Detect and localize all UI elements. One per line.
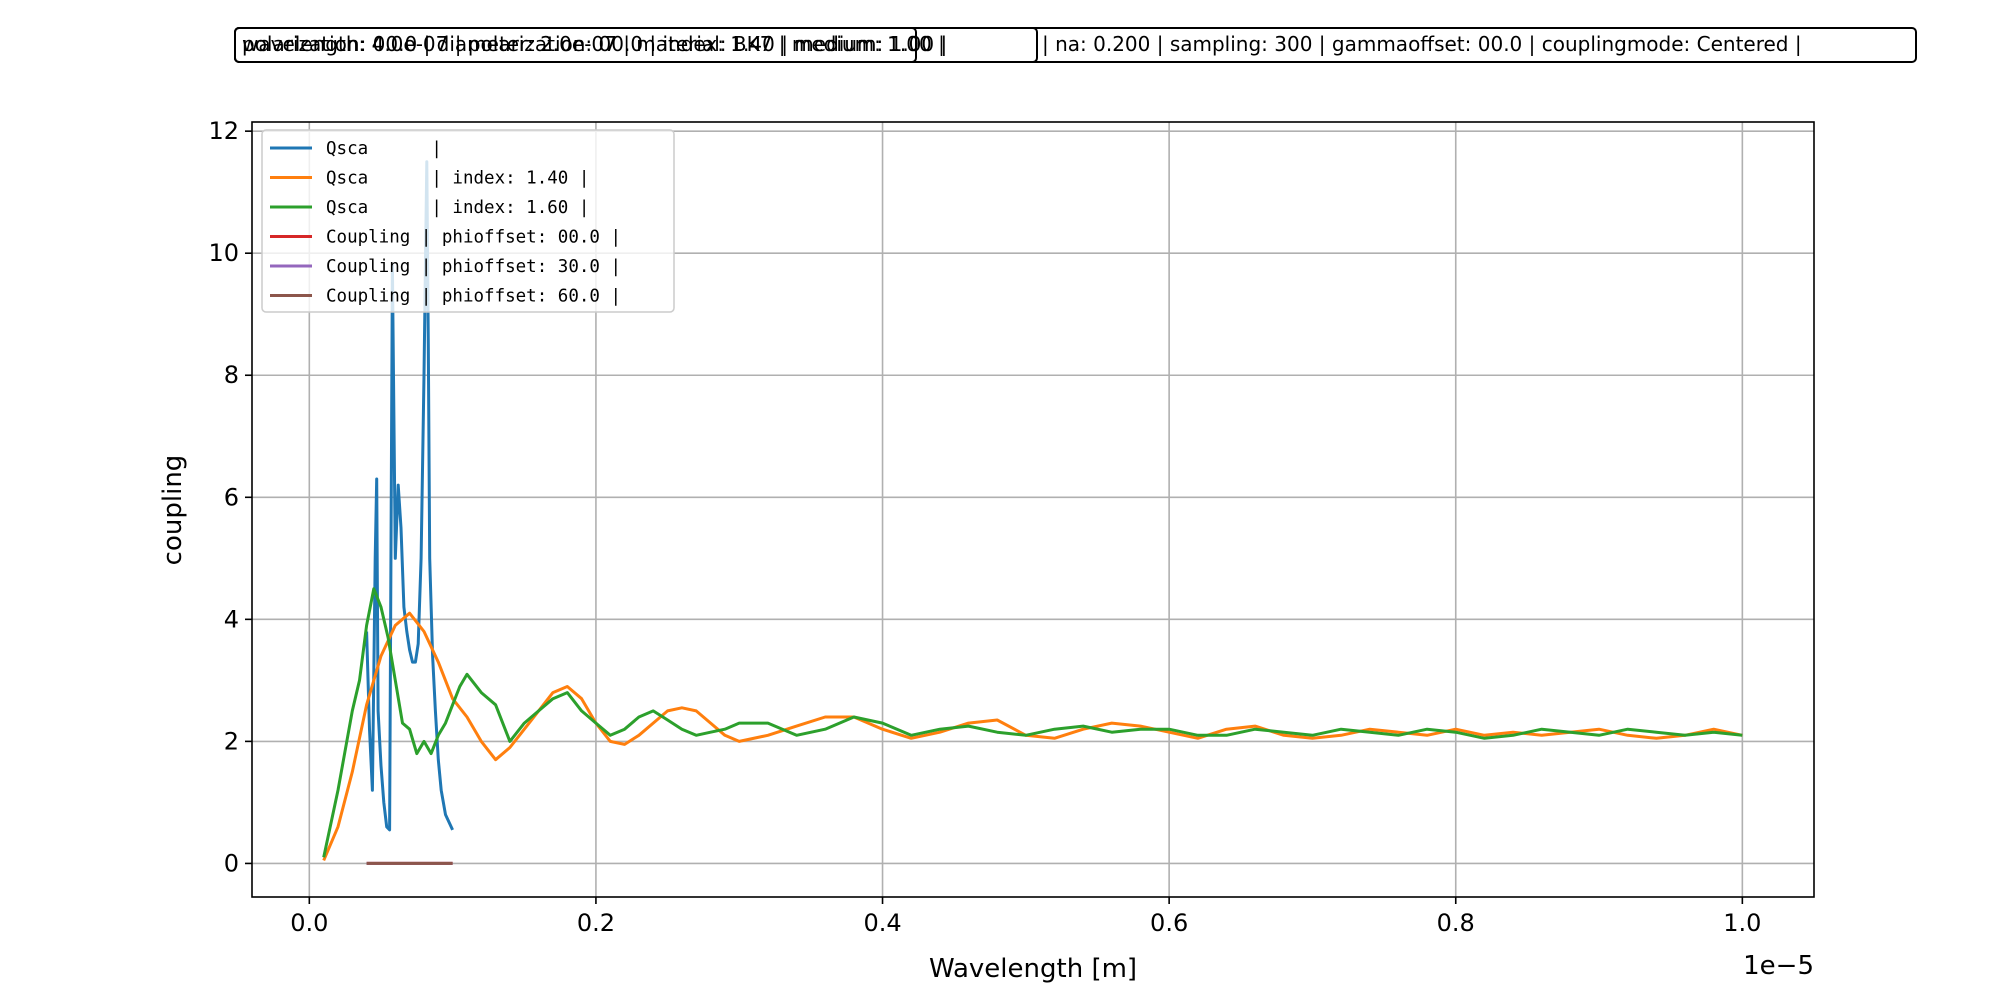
legend-label-5: Coupling | phioffset: 60.0 |: [326, 287, 621, 307]
legend: Qsca | Qsca | index: 1.40 | Qsca | index: …: [261, 129, 675, 313]
series-layer: [322, 160, 1743, 865]
header-box-3: [234, 27, 1917, 63]
y-axis-label: coupling: [158, 455, 188, 566]
y-tick-label: 2: [224, 727, 239, 755]
y-tick-label: 8: [224, 361, 239, 389]
legend-label-4: Coupling | phioffset: 30.0 |: [326, 257, 621, 277]
series-line-0: [365, 160, 454, 832]
plot-frame: [251, 121, 1815, 898]
x-tick-label: 0.2: [577, 909, 615, 937]
x-tick-label: 0.4: [863, 909, 901, 937]
legend-entries: Qsca | Qsca | index: 1.40 | Qsca | index: …: [270, 139, 621, 307]
x-axis-ticks: 0.0 0.2 0.4 0.6 0.8 1.0: [290, 897, 1761, 937]
header-text-2: wavelength: 4.0e-07 | polarization: 00.0…: [242, 32, 947, 56]
y-tick-label: 4: [224, 605, 239, 633]
y-tick-label: 12: [208, 117, 239, 145]
x-axis-label: Wavelength [m]: [929, 954, 1137, 984]
legend-label-2: Qsca | index: 1.60 |: [326, 198, 589, 218]
header-text-3: | na: 0.200 | sampling: 300 | gammaoffse…: [1042, 32, 1802, 56]
y-tick-label: 10: [208, 239, 239, 267]
y-tick-label: 0: [224, 849, 239, 877]
legend-label-1: Qsca | index: 1.40 |: [326, 169, 589, 189]
series-line-2: [322, 587, 1743, 858]
x-tick-label: 0.8: [1437, 909, 1475, 937]
series-line-1: [322, 611, 1743, 861]
legend-label-0: Qsca |: [326, 139, 442, 159]
y-tick-label: 6: [224, 483, 239, 511]
header-text-1: polarization: 00.0 | diameter: 2.0e-07 |…: [242, 32, 945, 56]
y-axis-ticks: 0 2 4 6 8 10 12: [208, 117, 252, 877]
x-tick-label: 1.0: [1723, 909, 1761, 937]
x-tick-label: 0.6: [1150, 909, 1188, 937]
legend-box: [261, 129, 675, 313]
header-info-boxes: polarization: 00.0 | diameter: 2.0e-07 |…: [234, 27, 1917, 63]
legend-label-3: Coupling | phioffset: 00.0 |: [326, 228, 621, 248]
x-tick-label: 0.0: [290, 909, 328, 937]
x-axis-offset-text: 1e−5: [1743, 951, 1814, 981]
